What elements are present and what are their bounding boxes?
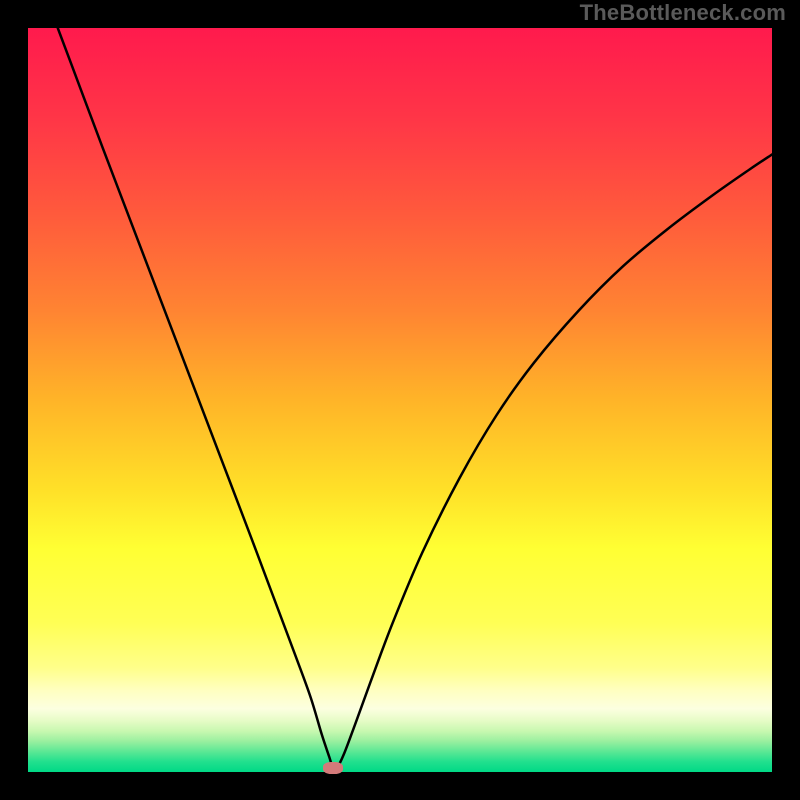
minimum-marker: [323, 762, 343, 774]
watermark-text: TheBottleneck.com: [580, 0, 786, 26]
plot-gradient-background: [28, 28, 772, 772]
